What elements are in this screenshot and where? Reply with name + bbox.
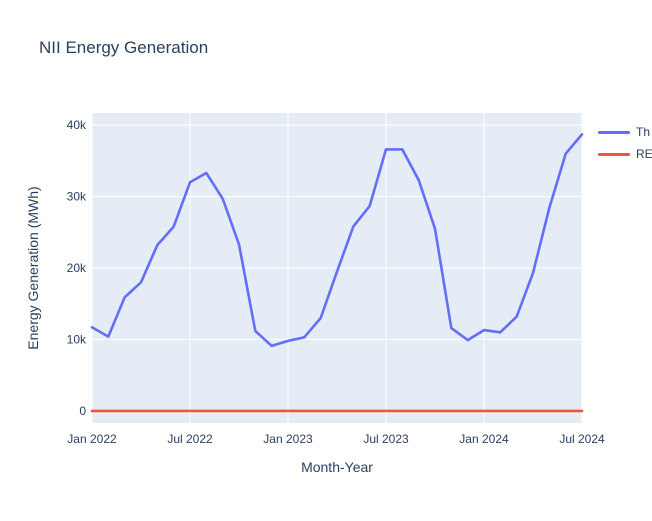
y-tick-label: 30k	[67, 190, 87, 204]
x-tick-label: Jan 2024	[459, 432, 509, 446]
legend-item-th[interactable]: Th	[598, 121, 652, 143]
x-axis-ticks: Jan 2022 Jul 2022 Jan 2023 Jul 2023 Jan 2024…	[67, 432, 605, 446]
series-line-th[interactable]	[90, 133, 584, 348]
legend-swatch-th	[598, 130, 630, 134]
legend-label: Th	[636, 125, 651, 139]
x-tick-label: Jan 2022	[67, 432, 117, 446]
legend-label: RE	[636, 147, 652, 161]
y-axis-ticks: 0 10k 20k 30k 40k	[67, 118, 87, 418]
x-tick-label: Jan 2023	[263, 432, 313, 446]
y-tick-label: 20k	[67, 261, 87, 275]
x-tick-label: Jul 2022	[167, 432, 213, 446]
y-tick-label: 10k	[67, 332, 87, 346]
x-tick-label: Jul 2024	[559, 432, 605, 446]
legend-swatch-re	[598, 152, 630, 156]
y-tick-label: 40k	[67, 118, 87, 132]
y-tick-label: 0	[79, 404, 86, 418]
x-tick-label: Jul 2023	[363, 432, 409, 446]
legend-item-re[interactable]: RE	[598, 143, 652, 165]
chart-title: NII Energy Generation	[39, 38, 209, 57]
y-axis-title: Energy Generation (MWh)	[25, 186, 41, 350]
x-axis-title: Month-Year	[301, 459, 373, 475]
legend: Th RE	[598, 121, 652, 165]
